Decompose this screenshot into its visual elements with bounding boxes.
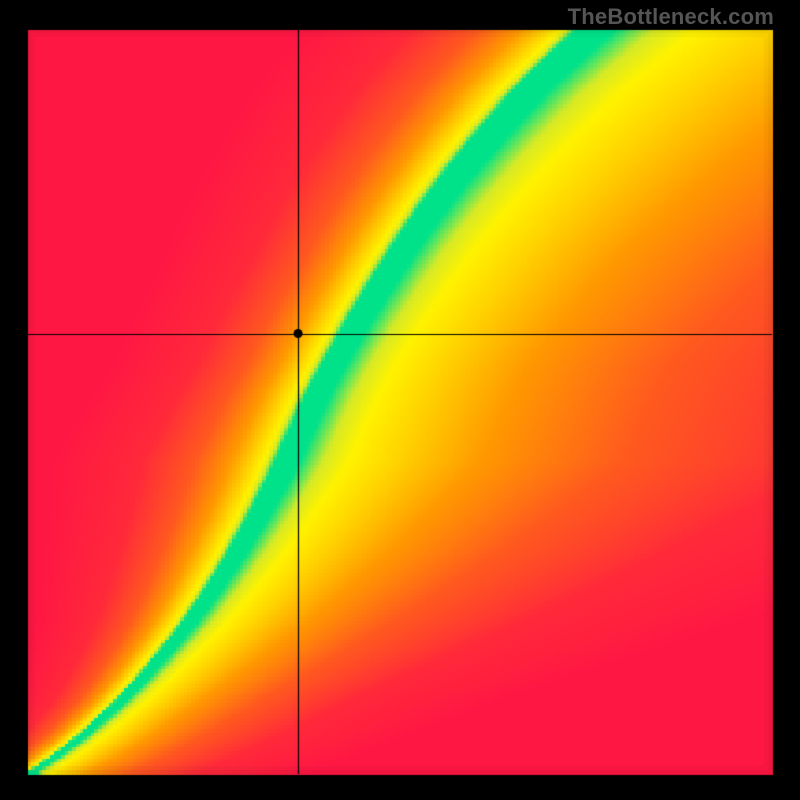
bottleneck-heatmap (0, 0, 800, 800)
watermark-text: TheBottleneck.com (568, 4, 774, 30)
chart-container: TheBottleneck.com (0, 0, 800, 800)
